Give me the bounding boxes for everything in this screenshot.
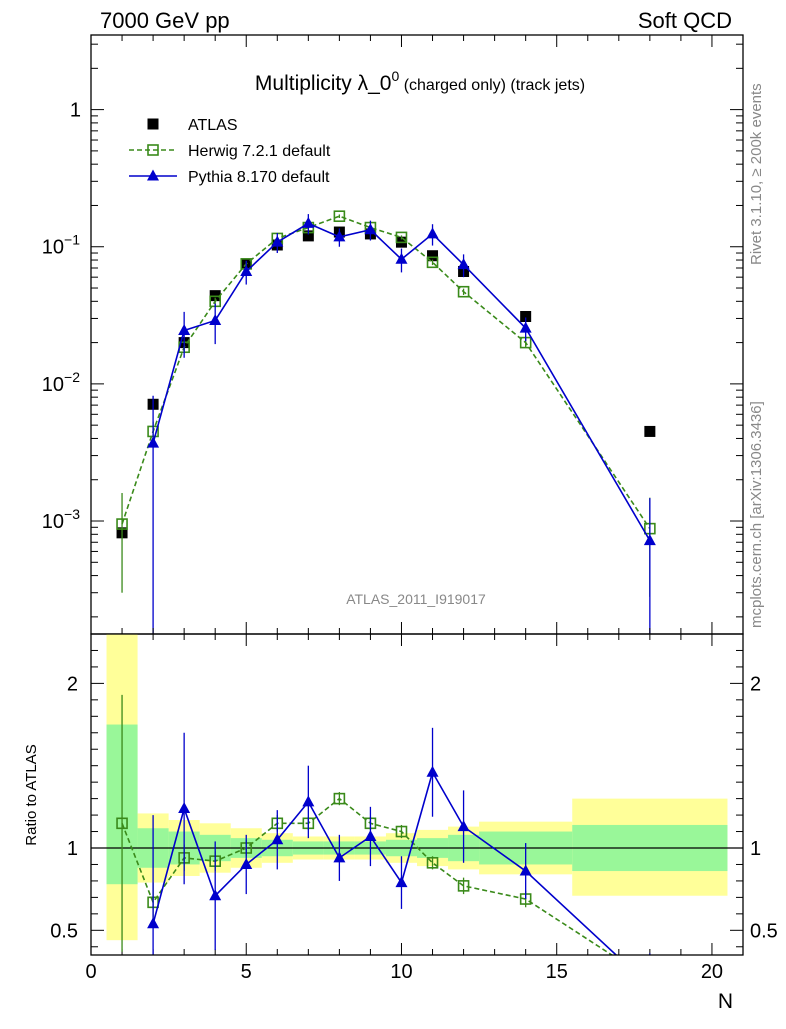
pythia-ratio-point bbox=[457, 820, 470, 832]
herwig-point bbox=[457, 285, 470, 298]
pythia-point bbox=[333, 230, 346, 242]
side-rivet-label: Rivet 3.1.10, ≥ 200k events bbox=[748, 83, 765, 265]
ratio-y-tick-label-right: 2 bbox=[750, 673, 761, 695]
ratio-panel: 0 5 10 15 20 0.5 0.5 1 1 2 2 Ratio to ATLAS bbox=[23, 633, 778, 991]
x-tick-label: 15 bbox=[546, 961, 568, 983]
ratio-y-tick-label: 0.5 bbox=[50, 920, 78, 942]
herwig-line bbox=[121, 215, 651, 530]
x-tick-label: 5 bbox=[241, 961, 252, 983]
atlas-point bbox=[644, 425, 656, 437]
ratio-y-tick-label: 2 bbox=[67, 673, 78, 695]
ratio-y-tick-label-right: 1 bbox=[750, 838, 761, 860]
atlas-point bbox=[520, 310, 532, 322]
herwig-point bbox=[333, 210, 346, 223]
ratio-y-tick-label-right: 0.5 bbox=[750, 920, 778, 942]
chart-title: Multiplicity λ_00 (charged only) (track … bbox=[255, 68, 585, 95]
side-mcplots-label: mcplots.cern.ch [arXiv:1306.3436] bbox=[748, 401, 765, 628]
pythia-point bbox=[519, 321, 532, 333]
y-tick-label: 1 bbox=[70, 100, 81, 122]
pythia-ratio-point bbox=[426, 765, 439, 777]
header-right: Soft QCD bbox=[638, 8, 732, 33]
herwig-point bbox=[395, 231, 408, 244]
pythia-ratio-point bbox=[147, 917, 160, 929]
herwig-legend-label: Herwig 7.2.1 default bbox=[188, 143, 331, 160]
pythia-ratio-point bbox=[364, 829, 377, 841]
pythia-ratio-point bbox=[240, 857, 253, 869]
y-tick-label: 10−2 bbox=[42, 369, 80, 396]
ratio-frame bbox=[90, 633, 744, 956]
y-tick-label: 10−3 bbox=[42, 506, 80, 533]
pythia-legend-label: Pythia 8.170 default bbox=[188, 169, 330, 186]
atlas-legend-label: ATLAS bbox=[188, 117, 238, 134]
pythia-point bbox=[147, 436, 160, 448]
pythia-point bbox=[643, 534, 656, 546]
main-panel: 1 10−1 10−2 10−3 Multiplicity λ_00 (charged… bbox=[42, 34, 744, 955]
pythia-point bbox=[426, 227, 439, 239]
pythia-point bbox=[364, 223, 377, 235]
pythia-ratio-point bbox=[333, 851, 346, 863]
y-tick-label: 10−1 bbox=[42, 232, 80, 259]
pythia-ratio-point bbox=[519, 864, 532, 876]
herwig-legend-marker bbox=[147, 144, 159, 156]
x-tick-label: 0 bbox=[85, 961, 96, 983]
ratio-y-tick-label: 1 bbox=[67, 838, 78, 860]
x-axis-label: N bbox=[718, 990, 733, 1013]
atlas-point bbox=[427, 250, 439, 262]
pythia-ratio-point bbox=[178, 801, 191, 813]
pythia-point bbox=[178, 324, 191, 336]
herwig-ratio-point bbox=[395, 825, 408, 838]
atlas-point bbox=[302, 230, 314, 242]
herwig-ratio-point bbox=[457, 880, 470, 892]
legend: ATLAS Herwig 7.2.1 default Pythia 8.170 de… bbox=[129, 117, 331, 186]
pythia-point bbox=[209, 313, 222, 325]
pythia-point bbox=[302, 216, 315, 228]
pythia-point bbox=[271, 235, 284, 247]
watermark: ATLAS_2011_I919017 bbox=[346, 591, 486, 607]
herwig-ratio-point bbox=[645, 975, 655, 985]
pythia-ratio-point bbox=[209, 889, 222, 901]
pythia-ratio-point bbox=[644, 980, 656, 991]
herwig-point bbox=[116, 518, 128, 530]
atlas-legend-marker bbox=[147, 118, 159, 130]
header-left: 7000 GeV pp bbox=[100, 8, 230, 33]
x-tick-label: 20 bbox=[701, 961, 723, 983]
ratio-ylabel: Ratio to ATLAS bbox=[23, 744, 40, 845]
pythia-ratio-point bbox=[395, 876, 408, 888]
pythia-point bbox=[457, 258, 470, 270]
pythia-ratio-point bbox=[271, 833, 284, 845]
pythia-point bbox=[395, 252, 408, 264]
herwig-point bbox=[426, 256, 439, 269]
x-tick-label: 10 bbox=[390, 961, 412, 983]
herwig-ratio-point bbox=[116, 817, 128, 830]
herwig-ratio-point bbox=[426, 857, 439, 869]
pythia-ratio-point bbox=[302, 795, 315, 807]
herwig-ratio-point bbox=[333, 792, 346, 805]
pythia-point bbox=[240, 264, 253, 276]
pythia-legend-marker bbox=[147, 169, 159, 181]
